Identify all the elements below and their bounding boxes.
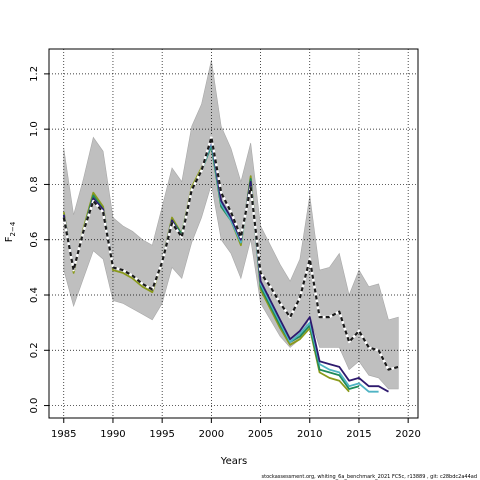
plot-frame <box>48 48 419 419</box>
footer-text: stockassessment.org, whiting_6a_benchmar… <box>262 474 477 480</box>
x-tick-label: 2015 <box>346 429 371 440</box>
y-axis: 0.0 0.2 0.4 0.6 0.8 1.0 1.2 <box>29 66 49 414</box>
y-tick-label: 1.0 <box>29 121 40 137</box>
y-axis-title-subscript: 2−4 <box>9 221 17 236</box>
y-axis-title-main: F <box>4 236 15 242</box>
y-tick-label: 1.2 <box>29 66 40 82</box>
series-line-0 <box>62 136 399 371</box>
confidence-band <box>63 60 399 390</box>
x-tick-label: 2020 <box>395 429 420 440</box>
x-tick-label: 1995 <box>149 429 174 440</box>
y-tick-label: 0.6 <box>29 232 40 248</box>
x-tick-label: 1990 <box>100 429 125 440</box>
x-axis-title: Years <box>220 456 247 467</box>
y-tick-label: 0.8 <box>29 176 40 192</box>
series-layer <box>62 136 399 393</box>
x-axis: 1985 1990 1995 2000 2005 2010 2015 2020 <box>51 418 421 440</box>
y-tick-label: 0.2 <box>29 342 40 358</box>
x-tick-label: 2005 <box>248 429 273 440</box>
y-tick-label: 0.0 <box>29 398 40 414</box>
x-tick-label: 1985 <box>51 429 76 440</box>
x-tick-label: 2000 <box>199 429 224 440</box>
y-axis-title: F2−4 <box>4 221 17 242</box>
x-tick-label: 2010 <box>297 429 322 440</box>
confidence-band-layer <box>63 60 399 390</box>
y-tick-label: 0.4 <box>29 287 40 303</box>
